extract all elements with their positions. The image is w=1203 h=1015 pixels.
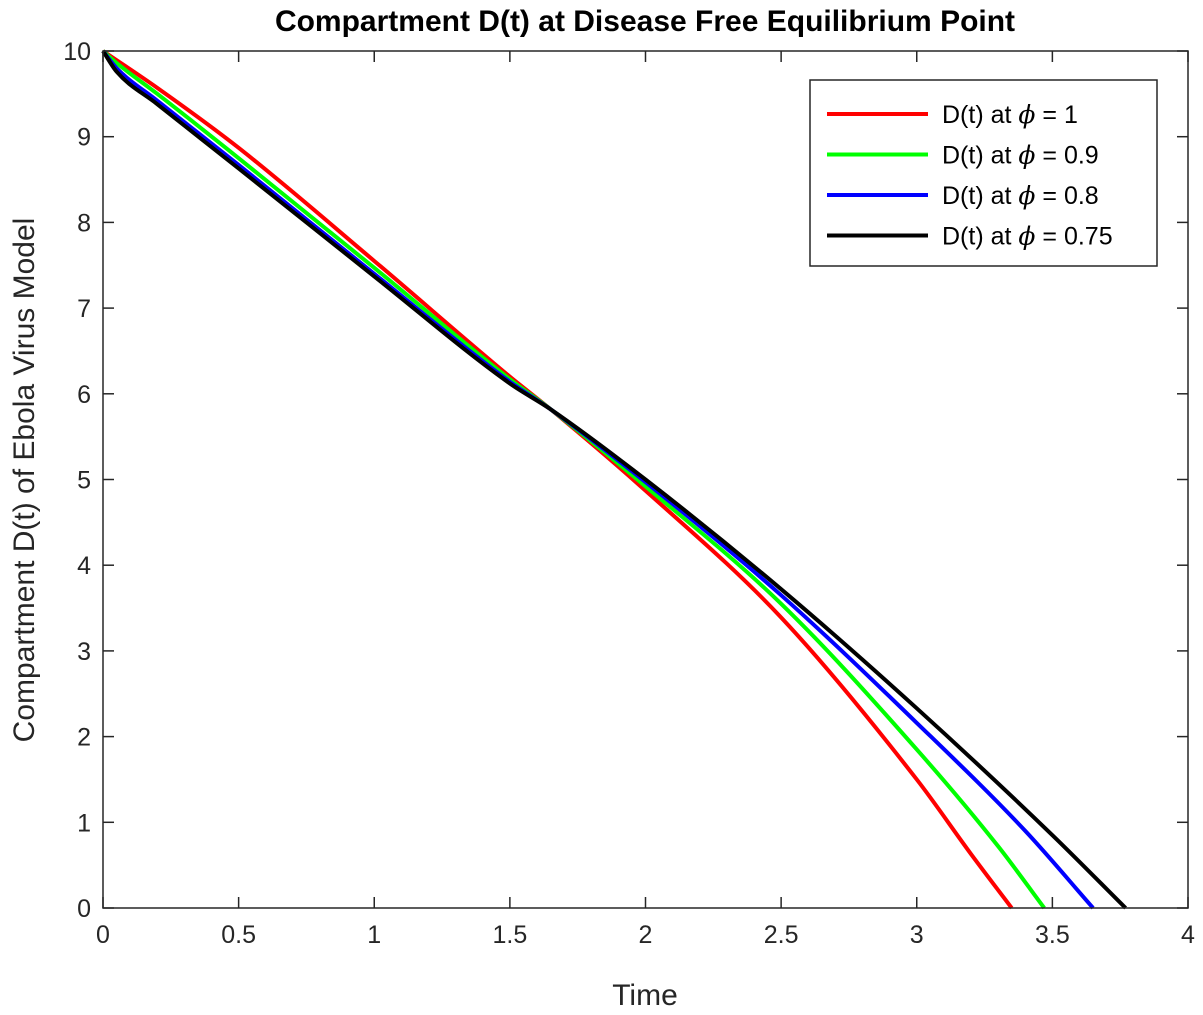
y-tick-label: 5 — [77, 467, 91, 495]
x-tick-label: 1.5 — [492, 921, 527, 949]
x-tick-label: 4 — [1181, 921, 1195, 949]
series-line-4 — [101, 49, 1128, 910]
y-tick-label: 9 — [77, 124, 91, 152]
y-tick-label: 6 — [77, 381, 91, 409]
x-axis-title: Time — [612, 979, 678, 1012]
series-layer — [101, 49, 1128, 910]
y-tick-label: 7 — [77, 295, 91, 323]
y-tick-label: 8 — [77, 209, 91, 237]
legend-label-4: D(t) at ϕ = 0.75 — [942, 222, 1113, 251]
legend-label-1: D(t) at ϕ = 1 — [942, 100, 1078, 129]
x-tick-label: 0.5 — [221, 921, 256, 949]
x-tick-label: 1 — [367, 921, 381, 949]
y-tick-label: 10 — [63, 38, 91, 66]
x-tick-label: 3.5 — [1035, 921, 1070, 949]
legend: D(t) at ϕ = 1 D(t) at ϕ = 0.9 D(t) at ϕ = … — [809, 79, 1158, 267]
legend-label-2: D(t) at ϕ = 0.9 — [942, 141, 1099, 170]
y-tick-label: 2 — [77, 724, 91, 752]
y-tick-label: 3 — [77, 638, 91, 666]
chart-title: Compartment D(t) at Disease Free Equilib… — [275, 5, 1015, 38]
x-tick-label: 2.5 — [764, 921, 799, 949]
y-tick-label: 4 — [77, 552, 91, 580]
x-axis-ticks: 0 0.5 1 1.5 2 2.5 3 3.5 4 — [96, 51, 1195, 949]
y-axis-ticks: 0 1 2 3 4 5 6 7 8 9 10 — [63, 38, 1188, 923]
y-tick-label: 1 — [77, 809, 91, 837]
y-axis-title: Compartment D(t) of Ebola Virus Model — [8, 218, 41, 743]
x-tick-label: 0 — [96, 921, 110, 949]
y-tick-label: 0 — [77, 895, 91, 923]
x-tick-label: 2 — [639, 921, 653, 949]
x-tick-label: 3 — [910, 921, 924, 949]
legend-label-3: D(t) at ϕ = 0.8 — [942, 181, 1099, 210]
